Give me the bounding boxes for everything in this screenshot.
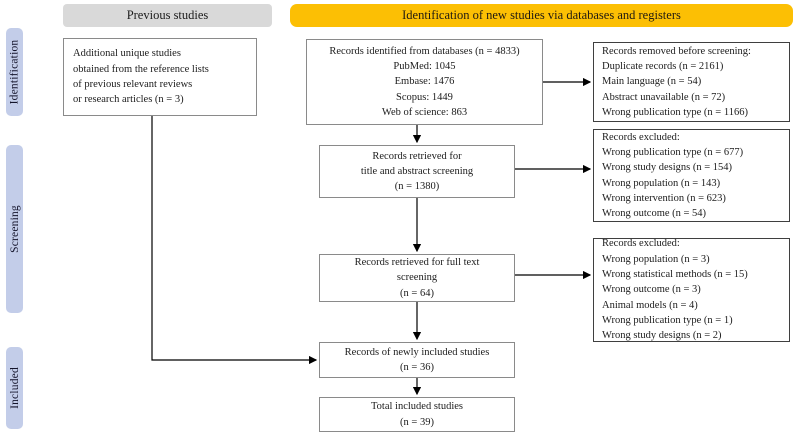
box-line: Records excluded: [602, 238, 680, 250]
stage-label-screening-text: Screening [8, 205, 21, 253]
box-line: Wrong publication type (n = 1166) [602, 106, 748, 118]
box-line: Scopus: 1449 [396, 91, 453, 103]
stage-label-included-text: Included [8, 367, 21, 409]
header-previous-studies: Previous studies [63, 4, 272, 27]
box-line: Records retrieved for full text [354, 257, 480, 269]
stage-label-identification: Identification [6, 28, 23, 116]
box-line: Embase: 1476 [394, 76, 455, 88]
box-line: Total included studies [371, 401, 463, 413]
box-line: PubMed: 1045 [393, 61, 456, 73]
box-total-included: Total included studies (n = 39) [319, 397, 515, 432]
box-line: (n = 64) [400, 287, 434, 299]
box-line: (n = 39) [400, 416, 434, 428]
stage-label-screening: Screening [6, 145, 23, 313]
box-title-abstract-screening: Records retrieved for title and abstract … [319, 145, 515, 198]
box-fulltext-screening: Records retrieved for full text screening… [319, 254, 515, 302]
box-line: (n = 36) [400, 362, 434, 373]
box-additional-studies: Additional unique studies obtained from t… [63, 38, 257, 116]
box-line: Wrong study designs (n = 2) [602, 330, 722, 342]
box-line: Records of newly included studies [344, 346, 490, 358]
box-line: Wrong population (n = 3) [602, 253, 710, 265]
box-line: Wrong outcome (n = 54) [602, 208, 707, 220]
box-line: Web of science: 863 [381, 106, 468, 118]
box-line: Duplicate records (n = 2161) [602, 61, 724, 73]
box-line: or research articles (n = 3) [73, 94, 184, 106]
box-line: obtained from the reference lists [73, 63, 209, 75]
box-line: title and abstract screening [360, 165, 474, 177]
arrow-additional-to-newly-included [151, 116, 318, 365]
box-line: Animal models (n = 4) [602, 299, 698, 311]
box-line: Wrong intervention (n = 623) [602, 192, 726, 204]
box-line: Wrong statistical methods (n = 15) [602, 269, 748, 281]
box-line: of previous relevant reviews [73, 79, 193, 90]
box-records-removed: Records removed before screening: Duplica… [593, 42, 790, 122]
stage-label-included: Included [6, 347, 23, 429]
box-line: Wrong publication type (n = 677) [602, 146, 744, 158]
box-line: Records removed before screening: [602, 45, 751, 57]
box-newly-included: Records of newly included studies (n = 36… [319, 342, 515, 378]
box-records-excluded-2: Records excluded: Wrong population (n = 3… [593, 238, 790, 342]
box-line: Wrong study designs (n = 154) [602, 162, 733, 174]
box-line: screening [396, 272, 438, 284]
box-records-identified: Records identified from databases (n = 4… [306, 39, 543, 125]
box-line: Main language (n = 54) [602, 76, 702, 88]
box-line: Wrong publication type (n = 1) [602, 314, 733, 326]
box-line: Wrong outcome (n = 3) [602, 284, 701, 296]
box-line: Records retrieved for [372, 150, 462, 162]
box-line: Records identified from databases (n = 4… [329, 45, 520, 57]
header-new-studies: Identification of new studies via databa… [290, 4, 793, 27]
box-line: (n = 1380) [394, 181, 440, 193]
box-line: Additional unique studies [73, 48, 181, 60]
box-line: Abstract unavailable (n = 72) [602, 91, 726, 103]
box-line: Records excluded: [602, 131, 680, 143]
box-records-excluded-1: Records excluded: Wrong publication type … [593, 129, 790, 222]
box-line: Wrong population (n = 143) [602, 177, 721, 189]
stage-label-identification-text: Identification [8, 39, 21, 105]
